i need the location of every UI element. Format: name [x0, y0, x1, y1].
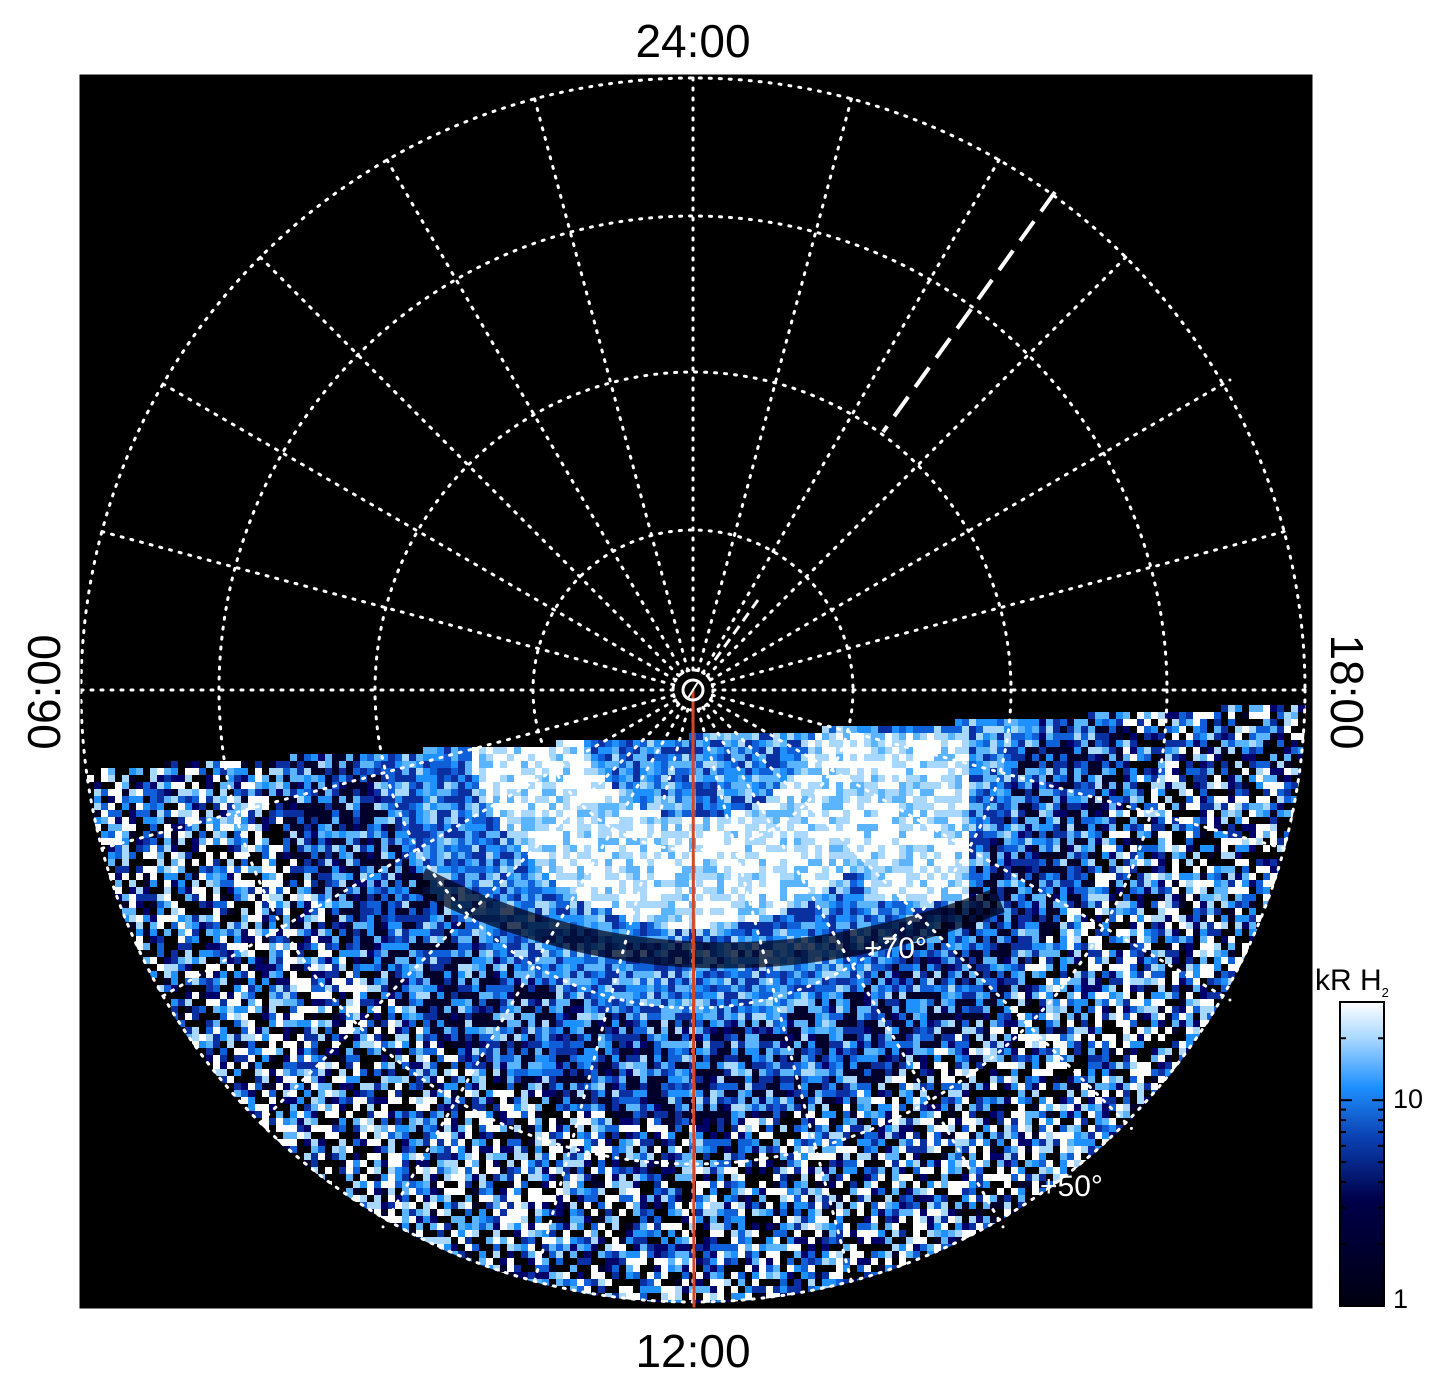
local-time-label-dawn: 06:00	[21, 634, 67, 749]
colorbar-tick-label-1: 1	[1393, 1286, 1408, 1313]
latitude-label-50: +50°	[1040, 1170, 1103, 1203]
noon-meridian-line	[693, 690, 694, 1308]
colorbar-title: kR H2	[1315, 966, 1389, 999]
colorbar-title-sub: 2	[1382, 985, 1389, 1000]
local-time-label-midnight: 24:00	[635, 18, 750, 64]
colorbar-tick-label-10: 10	[1393, 1086, 1423, 1113]
colorbar-title-main: kR H	[1315, 964, 1382, 997]
local-time-label-dusk: 18:00	[1324, 634, 1370, 749]
local-time-label-noon: 12:00	[635, 1328, 750, 1374]
latitude-label-70: +70°	[864, 932, 927, 965]
colorbar	[1340, 1002, 1384, 1306]
